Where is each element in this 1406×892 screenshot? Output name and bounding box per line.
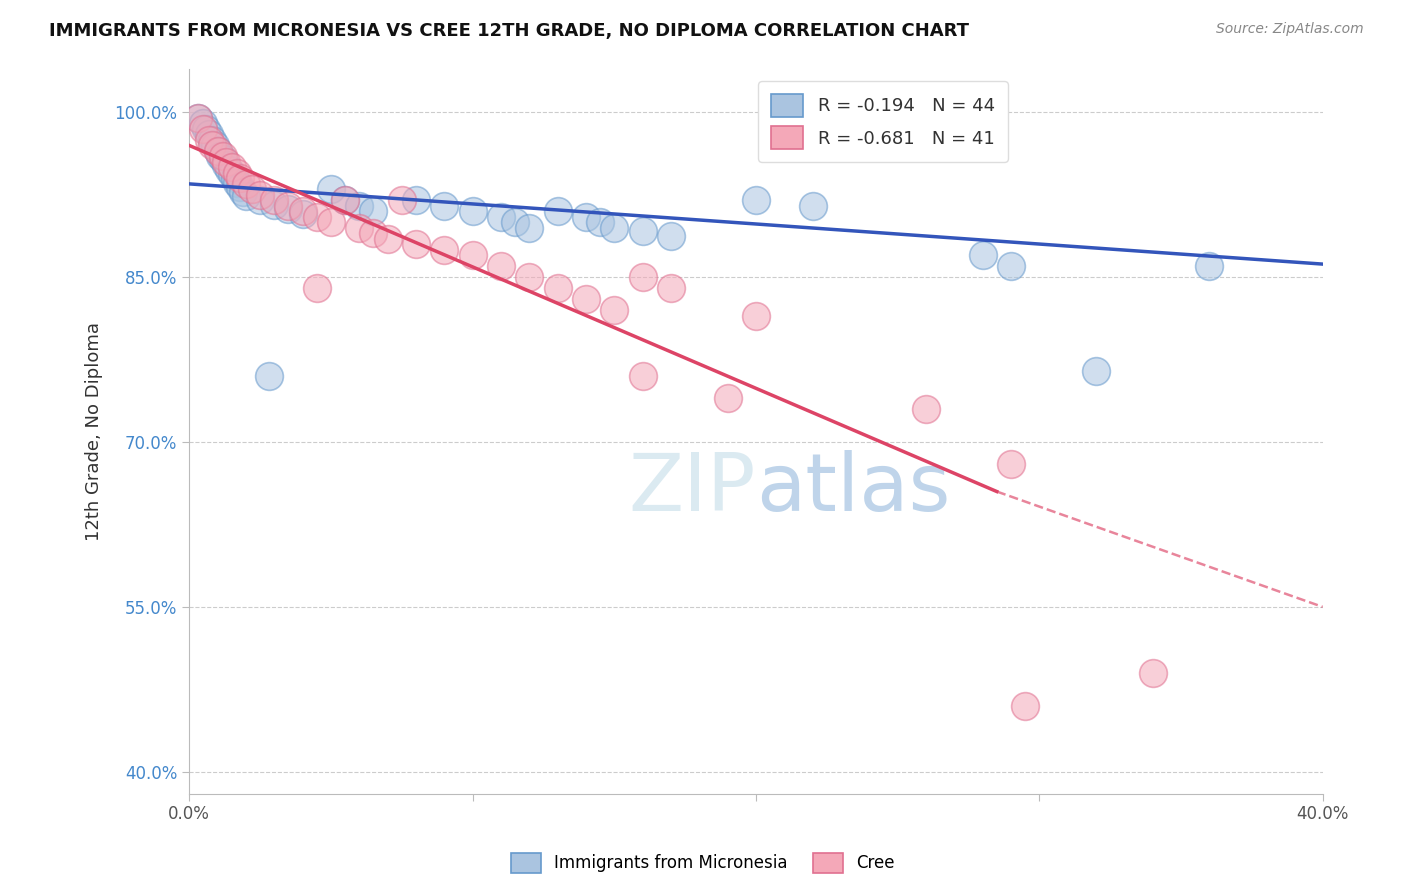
- Point: [347, 220, 370, 235]
- Point: [221, 161, 243, 175]
- Point: [263, 194, 285, 208]
- Point: [745, 194, 768, 208]
- Point: [972, 248, 994, 262]
- Point: [801, 199, 824, 213]
- Point: [1000, 260, 1022, 274]
- Point: [391, 194, 413, 208]
- Point: [198, 133, 221, 147]
- Point: [218, 162, 240, 177]
- Point: [201, 138, 224, 153]
- Point: [433, 243, 456, 257]
- Point: [1198, 260, 1220, 274]
- Point: [212, 149, 235, 163]
- Point: [333, 194, 356, 208]
- Point: [209, 149, 232, 163]
- Point: [547, 204, 569, 219]
- Point: [207, 144, 229, 158]
- Point: [319, 182, 342, 196]
- Point: [1142, 665, 1164, 680]
- Point: [745, 309, 768, 323]
- Point: [575, 210, 598, 224]
- Point: [405, 194, 427, 208]
- Point: [229, 171, 252, 186]
- Point: [503, 215, 526, 229]
- Point: [517, 220, 540, 235]
- Point: [363, 227, 385, 241]
- Point: [631, 270, 654, 285]
- Point: [215, 158, 238, 172]
- Point: [547, 281, 569, 295]
- Point: [249, 187, 271, 202]
- Point: [215, 155, 238, 169]
- Point: [193, 116, 215, 130]
- Point: [461, 248, 484, 262]
- Point: [1084, 364, 1107, 378]
- Point: [277, 199, 299, 213]
- Point: [204, 138, 226, 153]
- Point: [603, 303, 626, 318]
- Legend: R = -0.194   N = 44, R = -0.681   N = 41: R = -0.194 N = 44, R = -0.681 N = 41: [758, 81, 1008, 161]
- Point: [915, 402, 938, 417]
- Point: [221, 167, 243, 181]
- Point: [226, 176, 249, 190]
- Point: [659, 281, 682, 295]
- Point: [277, 202, 299, 216]
- Text: ZIP: ZIP: [628, 450, 756, 528]
- Point: [363, 204, 385, 219]
- Point: [489, 260, 512, 274]
- Point: [291, 206, 314, 220]
- Text: atlas: atlas: [756, 450, 950, 528]
- Point: [716, 391, 738, 405]
- Point: [193, 122, 215, 136]
- Point: [226, 166, 249, 180]
- Point: [377, 232, 399, 246]
- Point: [461, 204, 484, 219]
- Point: [187, 111, 209, 125]
- Point: [1014, 698, 1036, 713]
- Point: [433, 199, 456, 213]
- Point: [517, 270, 540, 285]
- Point: [1000, 457, 1022, 471]
- Point: [232, 185, 254, 199]
- Point: [187, 111, 209, 125]
- Point: [603, 220, 626, 235]
- Point: [195, 122, 218, 136]
- Point: [207, 144, 229, 158]
- Text: IMMIGRANTS FROM MICRONESIA VS CREE 12TH GRADE, NO DIPLOMA CORRELATION CHART: IMMIGRANTS FROM MICRONESIA VS CREE 12TH …: [49, 22, 969, 40]
- Point: [405, 237, 427, 252]
- Point: [631, 224, 654, 238]
- Point: [229, 180, 252, 194]
- Point: [201, 133, 224, 147]
- Point: [212, 152, 235, 166]
- Point: [575, 292, 598, 306]
- Point: [489, 210, 512, 224]
- Point: [291, 204, 314, 219]
- Point: [224, 171, 246, 186]
- Legend: Immigrants from Micronesia, Cree: Immigrants from Micronesia, Cree: [505, 847, 901, 880]
- Point: [659, 228, 682, 243]
- Point: [589, 215, 612, 229]
- Point: [240, 182, 263, 196]
- Point: [347, 199, 370, 213]
- Point: [235, 177, 257, 191]
- Point: [305, 210, 328, 224]
- Point: [235, 189, 257, 203]
- Point: [257, 369, 280, 384]
- Point: [305, 281, 328, 295]
- Text: Source: ZipAtlas.com: Source: ZipAtlas.com: [1216, 22, 1364, 37]
- Point: [198, 128, 221, 142]
- Y-axis label: 12th Grade, No Diploma: 12th Grade, No Diploma: [86, 322, 103, 541]
- Point: [249, 194, 271, 208]
- Point: [631, 369, 654, 384]
- Point: [319, 215, 342, 229]
- Point: [333, 194, 356, 208]
- Point: [263, 198, 285, 212]
